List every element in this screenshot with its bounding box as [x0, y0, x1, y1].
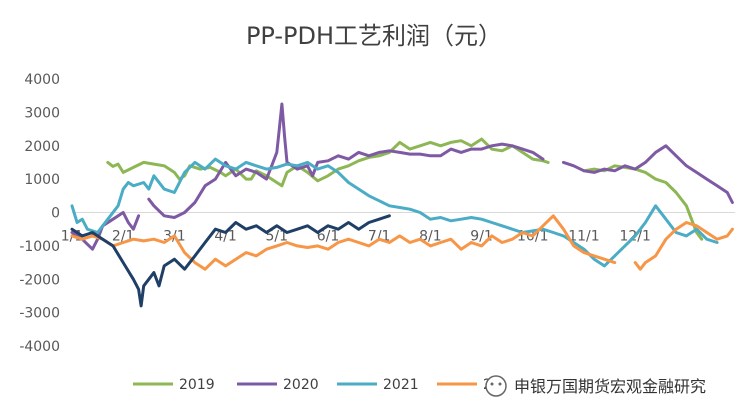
- series-line-2020: [562, 144, 734, 204]
- series-line-2022: [633, 221, 734, 271]
- series-line-2019: [106, 137, 550, 188]
- y-tick-label: 1000: [24, 172, 60, 188]
- y-tick-label: -4000: [19, 339, 60, 355]
- y-tick-label: 3000: [24, 105, 60, 121]
- watermark: 申银万国期货宏观金融研究: [485, 375, 706, 397]
- x-tick-label: 5/1: [266, 229, 289, 245]
- series-line-2022: [70, 214, 617, 271]
- legend: 20192020202122: [133, 377, 501, 393]
- y-tick-label: -2000: [19, 272, 60, 288]
- legend-label-2021: 2021: [383, 377, 419, 393]
- y-tick-label: 4000: [24, 72, 60, 88]
- legend-label-2019: 2019: [179, 377, 215, 393]
- x-tick-label: 6/1: [317, 229, 340, 245]
- series-line-2020: [70, 211, 141, 251]
- y-tick-label: -1000: [19, 239, 60, 255]
- y-tick-label: -3000: [19, 306, 60, 322]
- y-tick-label: 0: [51, 206, 60, 222]
- chart-title: PP-PDH工艺利润（元）: [246, 22, 502, 50]
- x-tick-label: 4/1: [214, 229, 237, 245]
- y-tick-label: 2000: [24, 139, 60, 155]
- series-lines: [70, 102, 734, 308]
- series-line-unlabeled-4: [70, 214, 391, 308]
- series-line-2021: [70, 157, 719, 268]
- legend-label-2020: 2020: [283, 377, 319, 393]
- x-tick-label: 11/1: [568, 229, 599, 245]
- series-line-2020: [147, 102, 545, 219]
- watermark-text: 申银万国期货宏观金融研究: [514, 377, 706, 396]
- wechat-logo-icon: [485, 375, 507, 397]
- y-axis-tick-labels: 4000 3000 2000 1000 0 -1000 -2000 -3000 -4000: [19, 72, 60, 355]
- wechat-logo-icon-dot: [498, 382, 502, 386]
- wechat-logo-icon-dot: [490, 382, 494, 386]
